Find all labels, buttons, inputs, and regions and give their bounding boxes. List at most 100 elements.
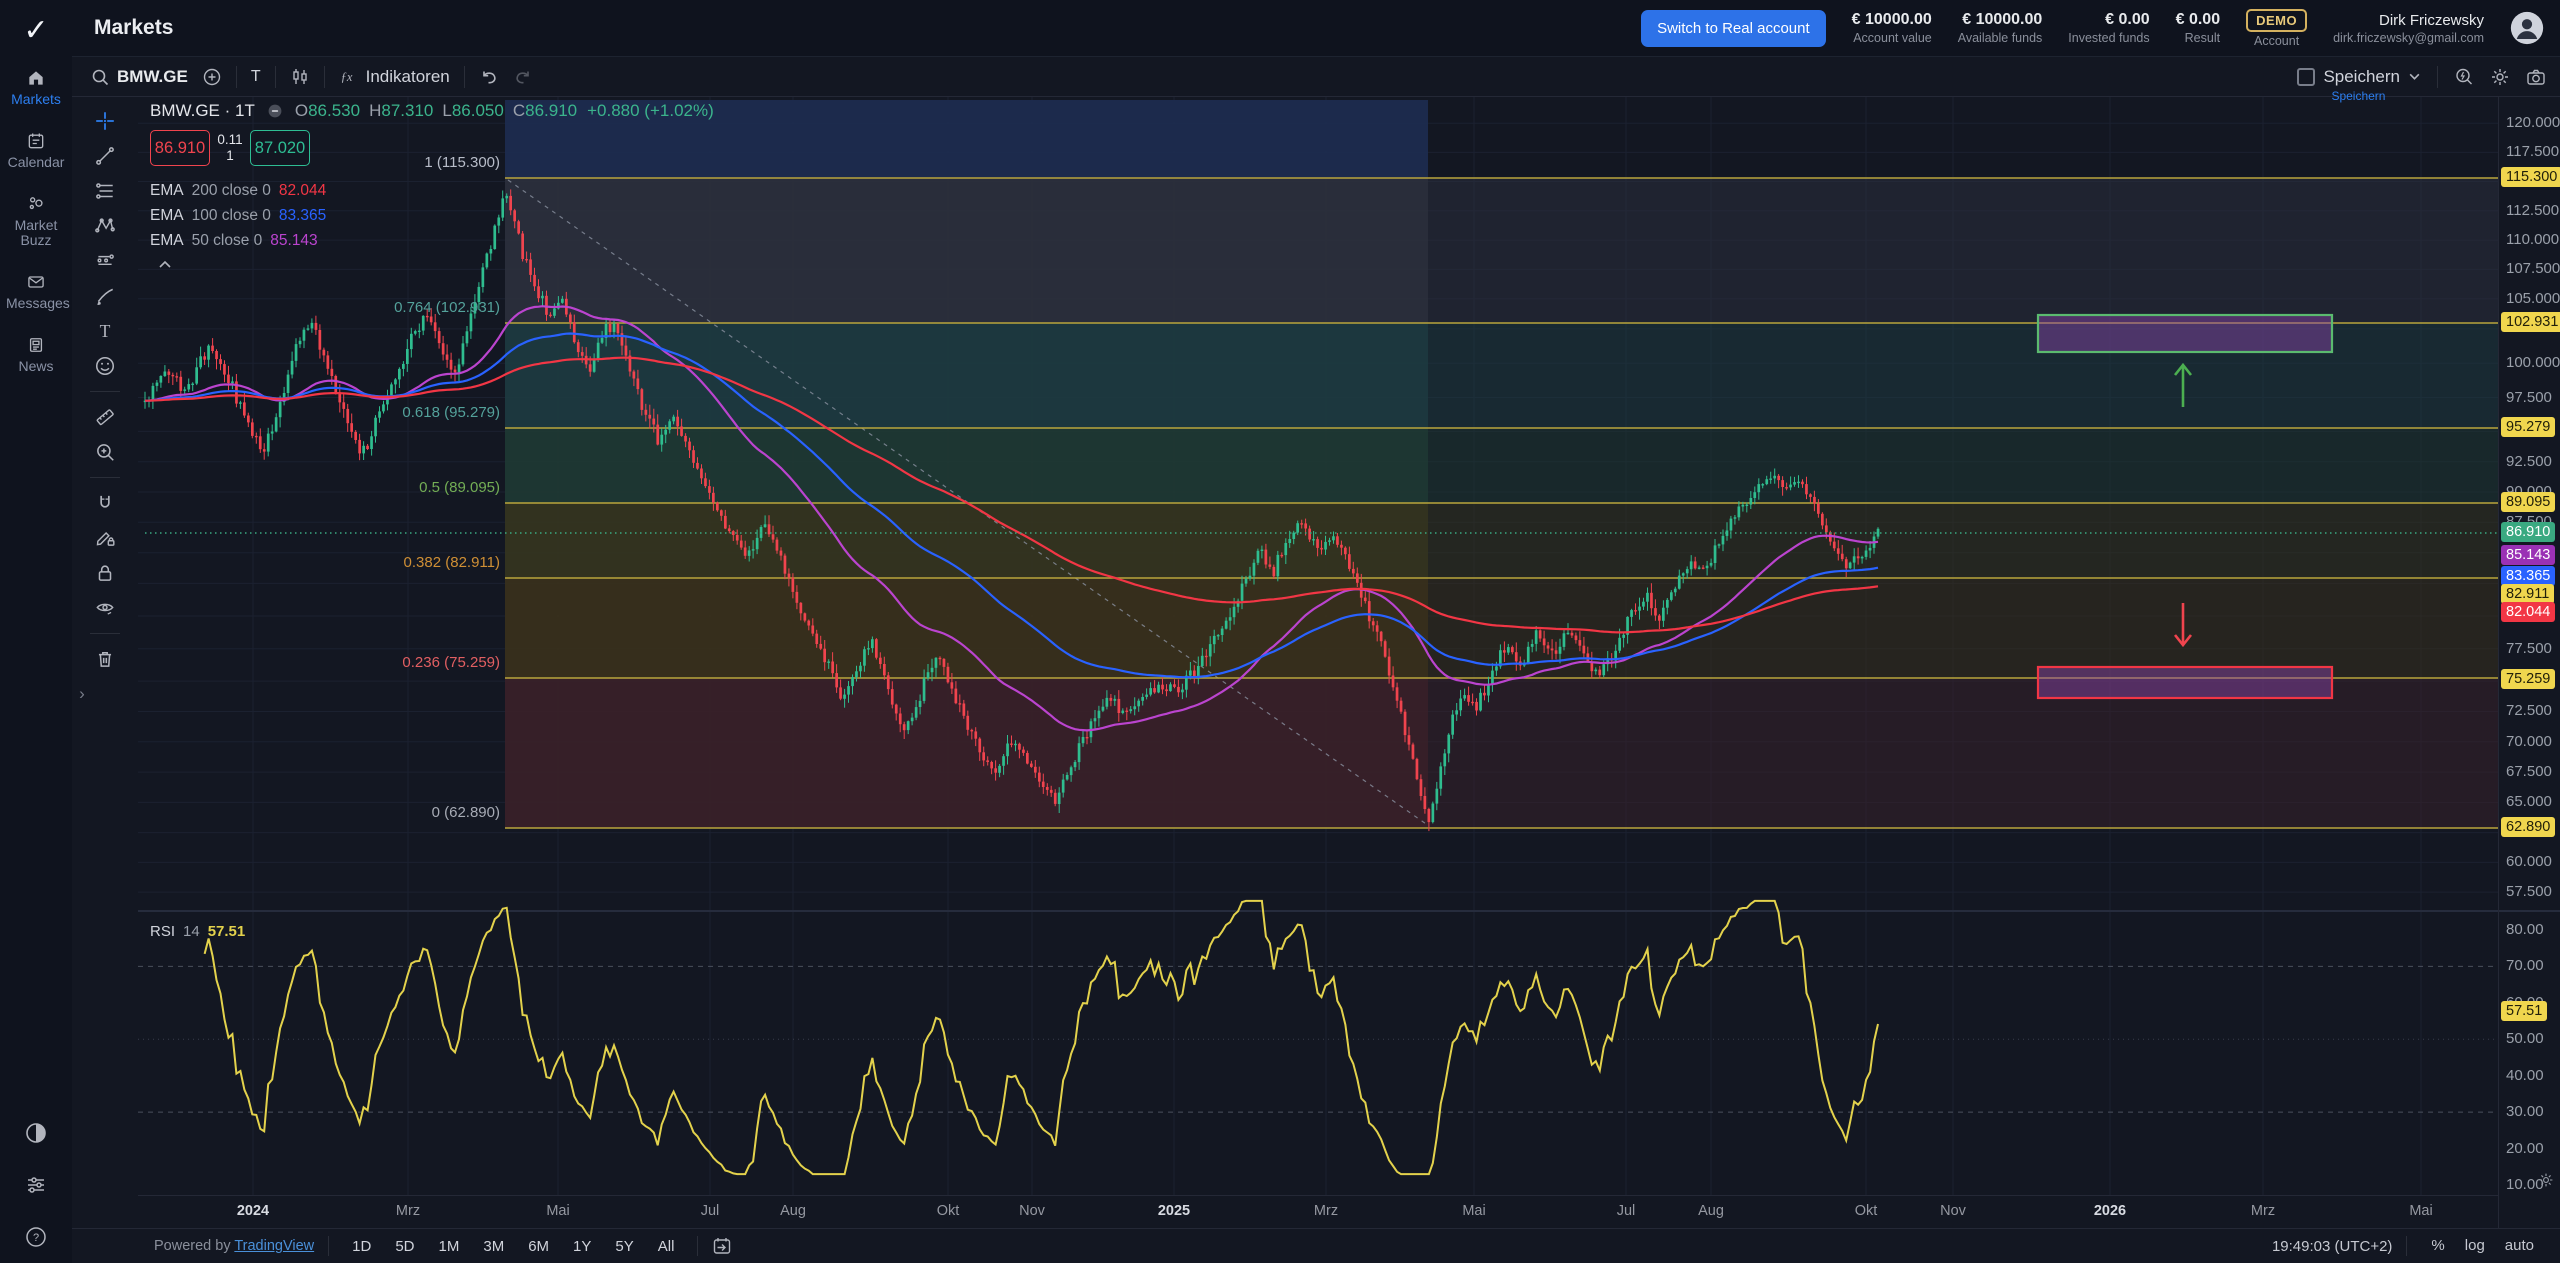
time-label-Okt: Okt: [936, 1203, 960, 1219]
help-icon[interactable]: ?: [24, 1225, 48, 1249]
user-email: dirk.friczewsky@gmail.com: [2333, 30, 2484, 45]
ohlc-value: 87.310: [381, 101, 434, 120]
theme-toggle-icon[interactable]: [24, 1121, 48, 1145]
hide-all-tool-icon[interactable]: [88, 596, 122, 620]
save-layout-control[interactable]: Speichern Speichern: [2297, 67, 2421, 103]
scale-mode-auto[interactable]: auto: [2504, 1237, 2534, 1254]
sidebar-item-label: Calendar: [7, 154, 65, 170]
ruler-tool-icon[interactable]: [88, 405, 122, 429]
go-to-date-icon[interactable]: [712, 1236, 732, 1256]
chevron-down-icon[interactable]: [2408, 70, 2421, 83]
range-button-all[interactable]: All: [649, 1234, 684, 1259]
rsi-value-label: 57.51: [2501, 1001, 2548, 1021]
price-scale-settings-icon[interactable]: [2538, 1172, 2554, 1188]
range-button-3m[interactable]: 3M: [474, 1234, 513, 1259]
indicator-row[interactable]: EMA 100 close 0 83.365: [150, 207, 714, 225]
stat-label: Invested funds: [2068, 31, 2150, 45]
emoji-tool-icon[interactable]: [88, 354, 122, 378]
sidebar-item-messages[interactable]: Messages: [0, 272, 72, 311]
time-axis[interactable]: 2024 Mrz Mai Jul Aug Okt Nov 2025 Mrz Mai Jul Aug Ok…: [138, 1195, 2498, 1228]
undo-icon[interactable]: [479, 67, 499, 87]
quick-search-icon[interactable]: [2454, 67, 2474, 87]
indicator-row[interactable]: EMA 50 close 0 85.143: [150, 232, 714, 250]
tradingview-link[interactable]: TradingView: [234, 1238, 315, 1254]
crosshair-tool-icon[interactable]: [88, 109, 122, 133]
price-label-82.911: 82.911: [2501, 584, 2555, 604]
range-button-1m[interactable]: 1M: [430, 1234, 469, 1259]
object-tree-toggle-chevron[interactable]: ›: [79, 684, 85, 703]
rsi-period: 14: [183, 923, 200, 940]
ema-100-line: [145, 332, 1879, 679]
price-label-95.279: 95.279: [2501, 417, 2556, 437]
sidebar-item-markets[interactable]: Markets: [0, 68, 72, 107]
drawing-edit-tool-icon[interactable]: [88, 526, 122, 550]
drawing-toolbar-divider: [90, 391, 120, 392]
stat-value: € 0.00: [2175, 11, 2221, 28]
buy-button[interactable]: 87.020: [250, 130, 310, 166]
scale-mode-log[interactable]: log: [2464, 1237, 2485, 1254]
avatar[interactable]: [2510, 11, 2544, 45]
home-icon: [26, 68, 46, 88]
ohlc-pair: O86.530: [295, 101, 360, 121]
redo-icon[interactable]: [513, 67, 533, 87]
range-button-1d[interactable]: 1D: [343, 1234, 380, 1259]
quantity-value: 1: [226, 148, 234, 163]
range-button-5y[interactable]: 5Y: [606, 1234, 642, 1259]
xabcd-pattern-tool-icon[interactable]: [88, 214, 122, 238]
clock-timezone[interactable]: 19:49:03 (UTC+2): [2271, 1237, 2393, 1255]
account-stat: € 0.00 Invested funds: [2068, 11, 2149, 45]
indicator-row[interactable]: EMA 200 close 0 82.044: [150, 182, 714, 200]
account-stat: € 0.00 Result: [2176, 11, 2220, 45]
gear-icon[interactable]: [2490, 67, 2510, 87]
legend-symbol[interactable]: BMW.GE · 1T: [150, 101, 255, 120]
price-tick: 92.500: [2506, 452, 2552, 470]
range-button-1y[interactable]: 1Y: [564, 1234, 600, 1259]
price-label-85.143: 85.143: [2501, 545, 2556, 565]
interval-button[interactable]: T: [250, 67, 261, 85]
range-button-6m[interactable]: 6M: [519, 1234, 558, 1259]
switch-to-real-account-button[interactable]: Switch to Real account: [1641, 9, 1826, 47]
range-button-5d[interactable]: 5D: [386, 1234, 423, 1259]
chart-area: BMW.GE · 1T O86.530 H87.310 L86.050 C86.910…: [72, 57, 2560, 1263]
remove-all-tool-icon[interactable]: [88, 647, 122, 671]
legend-collapse-caret[interactable]: [152, 258, 178, 272]
time-label-Mai: Mai: [1462, 1203, 1486, 1219]
snapshot-camera-icon[interactable]: [2526, 67, 2546, 87]
sell-button[interactable]: 86.910: [150, 130, 210, 166]
stat-label: Available funds: [1957, 31, 2043, 45]
compare-add-symbol-icon[interactable]: [202, 67, 222, 87]
price-label-115.300: 115.300: [2501, 167, 2560, 187]
rsi-tick: 30.00: [2506, 1103, 2544, 1121]
indicators-button[interactable]: ƒx Indikatoren: [339, 67, 449, 87]
chart-type-candles-icon[interactable]: [290, 67, 310, 87]
page-title: Markets: [94, 16, 174, 39]
ema-200-line: [145, 356, 1879, 634]
user-block[interactable]: Dirk Friczewsky dirk.friczewsky@gmail.co…: [2333, 12, 2484, 45]
trend-line-tool-icon[interactable]: [88, 144, 122, 168]
symbol-search-button[interactable]: BMW.GE: [90, 67, 188, 87]
brush-tool-icon[interactable]: [88, 284, 122, 308]
legend-hide-icon[interactable]: [267, 103, 283, 119]
zoom-in-tool-icon[interactable]: [88, 440, 122, 464]
rsi-legend[interactable]: RSI 14 57.51: [150, 923, 245, 940]
ohlc-pair: C86.910: [513, 101, 577, 121]
scale-mode-%[interactable]: %: [2431, 1237, 2445, 1254]
preferences-icon[interactable]: [24, 1173, 48, 1197]
sidebar-item-news[interactable]: News: [0, 335, 72, 374]
lock-all-tool-icon[interactable]: [88, 561, 122, 585]
user-name: Dirk Friczewsky: [2379, 11, 2484, 29]
save-checkbox[interactable]: [2297, 67, 2316, 86]
search-icon: [90, 67, 110, 87]
sidebar-item-calendar[interactable]: Calendar: [0, 131, 72, 170]
magnet-tool-icon[interactable]: [88, 491, 122, 515]
date-range-buttons: 1D 5D 1M 3M 6M 1Y 5Y All: [343, 1234, 683, 1259]
ema-50-line: [144, 305, 1879, 732]
fib-level-lines: [505, 177, 2498, 829]
indicator-name: EMA: [150, 207, 184, 224]
text-tool-icon[interactable]: T: [88, 319, 122, 343]
price-chart-canvas[interactable]: [138, 97, 2498, 1195]
fib-retracement-tool-icon[interactable]: [88, 179, 122, 203]
sidebar-item-market-buzz[interactable]: Market Buzz: [0, 194, 72, 248]
long-position-tool-icon[interactable]: [88, 249, 122, 273]
price-axis[interactable]: 120.000 117.500 112.500 110.000 107.500 105.0…: [2498, 97, 2560, 1228]
